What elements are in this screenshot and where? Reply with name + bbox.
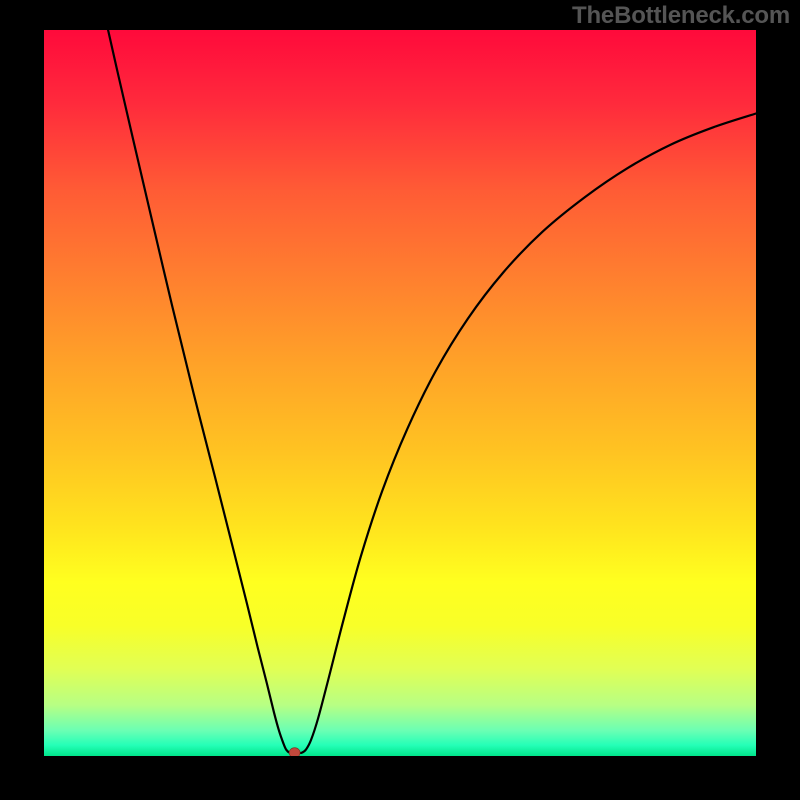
- chart-svg: [44, 30, 756, 756]
- minimum-marker: [289, 748, 300, 756]
- chart-container: TheBottleneck.com: [0, 0, 800, 800]
- gradient-background: [44, 30, 756, 756]
- plot-area: [44, 30, 756, 756]
- watermark-text: TheBottleneck.com: [572, 2, 790, 30]
